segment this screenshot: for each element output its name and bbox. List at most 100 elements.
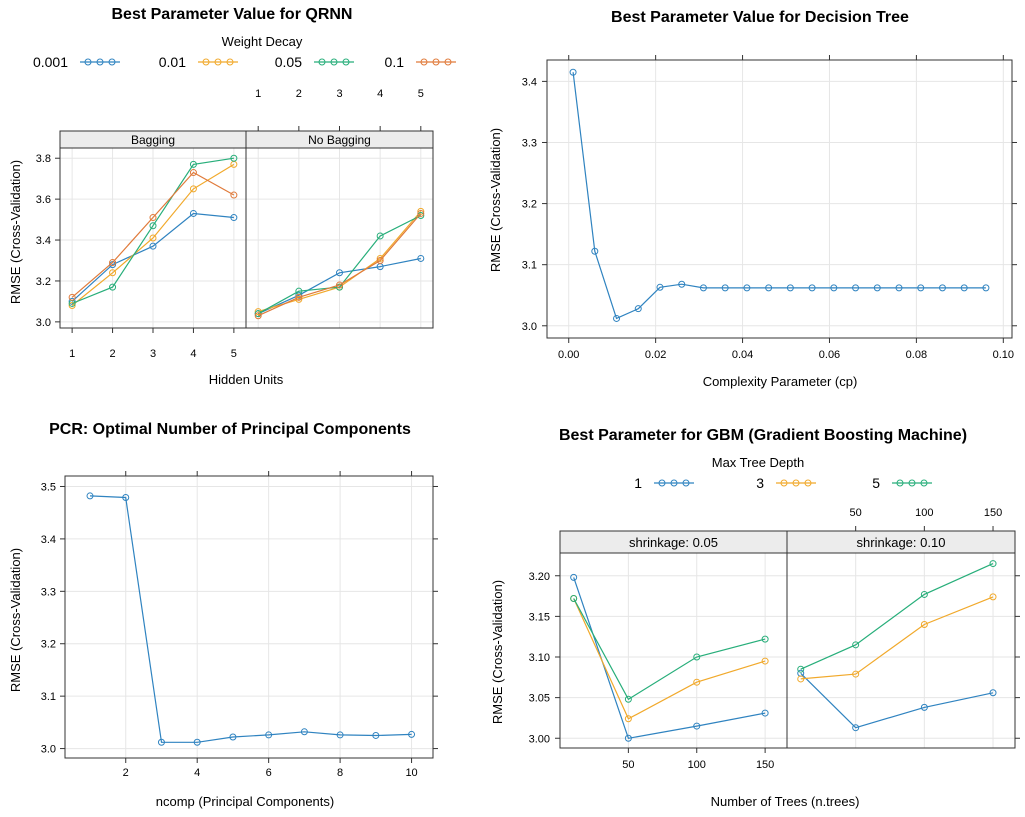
qrnn-s3-p1-point-2 [295,293,303,301]
pcr-ytick-3: 3.3 [41,586,56,598]
gbm-legend-2-label: 5 [872,475,880,491]
gbm-legend-0-marker-2 [670,479,678,487]
qrnn-s3-p0-line [71,171,235,298]
dtree-series-point-16 [895,284,903,292]
dtree-series-point-19 [960,284,968,292]
qrnn-s0-p0-point-3 [149,242,157,250]
qrnn-legend-3-marker-2 [432,58,440,66]
dtree-series-point-9 [743,284,751,292]
qrnn-s3-p1-point-1 [254,312,262,320]
dtree-series-point-2 [591,247,599,255]
qrnn-ytick-2: 3.4 [36,235,51,247]
gbm-s0-p1-point-4 [989,689,997,697]
pcr-ytick-1: 3.1 [41,691,56,703]
qrnn-s2-p1-point-3 [336,283,343,291]
dtree-ytick-1: 3.1 [522,260,537,272]
gbm-ytick-4: 3.20 [529,571,550,583]
qrnn-s3-p1-point-4 [376,257,384,264]
dtree-xtick-2: 0.04 [732,349,753,361]
qrnn-s0-p0-line [71,212,234,302]
gbm-legend-title: Max Tree Depth [712,455,805,470]
gbm-s0-p1-line [800,672,994,729]
gbm-title: Best Parameter for GBM (Gradient Boostin… [559,427,967,444]
pcr-ytick-4: 3.4 [41,534,56,546]
gbm-legend-0-label: 1 [634,475,642,491]
pcr-series-point-9 [372,731,380,739]
pcr-series-point-10 [408,730,416,738]
dtree-ylabel: RMSE (Cross-Validation) [488,128,503,272]
dtree-series-point-1 [569,68,577,76]
qrnn-xtick-1: 2 [110,348,116,360]
qrnn-legend-1-marker-2 [214,58,222,66]
qrnn-legend-2-marker-1 [318,58,326,66]
pcr-xlabel: ncomp (Principal Components) [156,794,334,809]
gbm-legend-2-marker-2 [908,479,916,487]
gbm-s2-p1-point-3 [920,590,928,598]
dtree-series-point-15 [873,284,881,292]
gbm-s0-p0-point-1 [570,573,578,581]
qrnn-s3-p1-line [257,213,422,317]
qrnn-ytick-1: 3.2 [36,276,51,288]
gbm-legend-0-marker-3 [682,479,690,487]
gbm-s0-p0-line [573,577,766,739]
pcr-xtick-2: 6 [266,767,272,779]
gbm-strip-label-0: shrinkage: 0.05 [629,535,718,550]
qrnn-s1-p0-line [71,163,235,306]
gbm-ylabel: RMSE (Cross-Validation) [490,580,505,724]
qrnn-s2-p0-point-5 [230,154,238,162]
dtree-ytick-0: 3.0 [522,321,537,333]
dtree-series-point-13 [830,284,838,292]
gbm-outer-frame [559,530,1016,749]
pcr-ytick-2: 3.2 [41,639,56,651]
qrnn-s2-p1-line [257,214,422,315]
pcr-xtick-0: 2 [123,767,129,779]
gbm-s0-p1-point-2 [852,724,860,732]
dtree-series-point-17 [917,284,925,292]
dtree-series-point-10 [765,284,773,292]
qrnn-s1-p0-point-3 [149,234,157,242]
pcr-xtick-4: 10 [405,767,417,779]
qrnn-s0-p1-line [257,257,421,315]
gbm-legend-2-marker-1 [896,479,904,487]
qrnn-s1-p0-point-4 [189,185,197,193]
dtree-series-point-8 [721,284,729,292]
qrnn-xtick-top-1: 2 [296,88,302,100]
pcr-series-point-4 [193,738,201,746]
qrnn-s2-p0-point-4 [189,160,197,168]
gbm-legend-1-marker-3 [804,479,812,487]
gbm-s2-p0-point-4 [761,635,769,643]
pcr-ytick-5: 3.5 [41,481,56,493]
qrnn-xtick-0: 1 [69,348,75,360]
dtree-xtick-0: 0.00 [558,349,579,361]
gbm-s1-p1-line [800,596,994,680]
qrnn-ytick-4: 3.8 [36,153,51,165]
gbm-xtick-top-1: 100 [915,507,933,519]
gbm-xtick-2: 150 [756,759,774,771]
qrnn-legend-2-label: 0.05 [275,54,302,70]
gbm-s0-p0-point-2 [624,734,632,742]
dtree-xtick-5: 0.10 [993,349,1014,361]
pcr-series-point-2 [122,493,130,501]
qrnn-s3-p0-point-3 [149,214,157,222]
qrnn-s0-p1-point-2 [295,291,303,299]
qrnn-s0-p0-point-5 [230,214,238,222]
gbm-s1-p0-line [573,598,766,720]
qrnn-xtick-top-2: 3 [336,88,342,100]
pcr-series-point-3 [157,738,165,746]
gbm-ytick-3: 3.15 [529,611,550,623]
qrnn-outer-frame [59,130,434,329]
qrnn-xtick-top-4: 5 [418,88,424,100]
dtree-ytick-3: 3.3 [522,137,537,149]
pcr-xtick-1: 4 [194,767,200,779]
dtree-ytick-2: 3.2 [522,199,537,211]
qrnn-legend-0-marker-3 [108,58,116,66]
dtree-title: Best Parameter Value for Decision Tree [611,9,909,26]
gbm-s1-p0-point-4 [761,657,769,665]
qrnn-s0-p1-point-3 [336,269,343,277]
dtree-ytick-4: 3.4 [522,76,537,88]
gbm-s1-p1-point-4 [989,593,997,601]
qrnn-legend-3-marker-1 [420,58,428,66]
qrnn-s1-p0-point-2 [109,269,117,277]
qrnn-legend-1-marker-3 [226,58,234,66]
gbm-xlabel: Number of Trees (n.trees) [711,794,860,809]
